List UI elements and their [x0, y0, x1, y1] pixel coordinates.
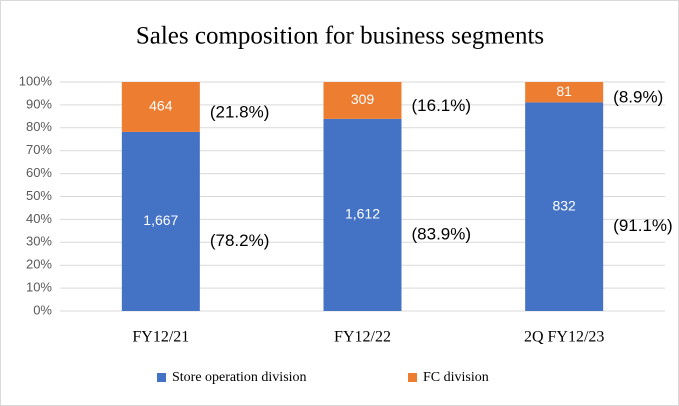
legend-swatch [408, 373, 417, 382]
amount-label: 1,667 [143, 212, 178, 228]
y-tick-label: 90% [26, 96, 52, 111]
data-label: (78.2%) [210, 231, 270, 250]
bar-segment [323, 118, 402, 311]
data-label: (21.8%) [210, 102, 270, 121]
bar-segment [525, 102, 604, 311]
y-tick-label: 10% [26, 280, 52, 295]
y-tick-label: 50% [26, 188, 52, 203]
bar-segment [121, 82, 200, 132]
amount-label: 1,612 [345, 206, 380, 222]
amount-label: 81 [556, 83, 572, 99]
y-tick-label: 80% [26, 119, 52, 134]
data-label: (91.1%) [613, 216, 673, 235]
data-label: (16.1%) [412, 96, 472, 115]
amount-label: 464 [149, 98, 173, 114]
bar-segment [121, 131, 200, 311]
bar-segment [323, 82, 402, 119]
y-tick-label: 20% [26, 257, 52, 272]
y-tick-label: 100% [19, 73, 53, 88]
x-tick-label: FY12/21 [132, 329, 189, 346]
bar-segment [525, 82, 604, 103]
x-tick-label: FY12/22 [334, 329, 391, 346]
y-tick-label: 0% [33, 302, 52, 317]
data-label: (8.9%) [613, 88, 663, 107]
legend-label: FC division [423, 370, 489, 385]
y-tick-label: 60% [26, 165, 52, 180]
legend-swatch [157, 373, 166, 382]
legend-label: Store operation division [172, 370, 307, 385]
data-label: (83.9%) [412, 224, 472, 243]
y-tick-label: 40% [26, 211, 52, 226]
amount-label: 832 [552, 197, 576, 213]
amount-label: 309 [351, 91, 375, 107]
y-tick-label: 30% [26, 234, 52, 249]
x-tick-label: 2Q FY12/23 [524, 329, 604, 346]
chart-title: Sales composition for business segments [136, 23, 544, 50]
y-tick-label: 70% [26, 142, 52, 157]
